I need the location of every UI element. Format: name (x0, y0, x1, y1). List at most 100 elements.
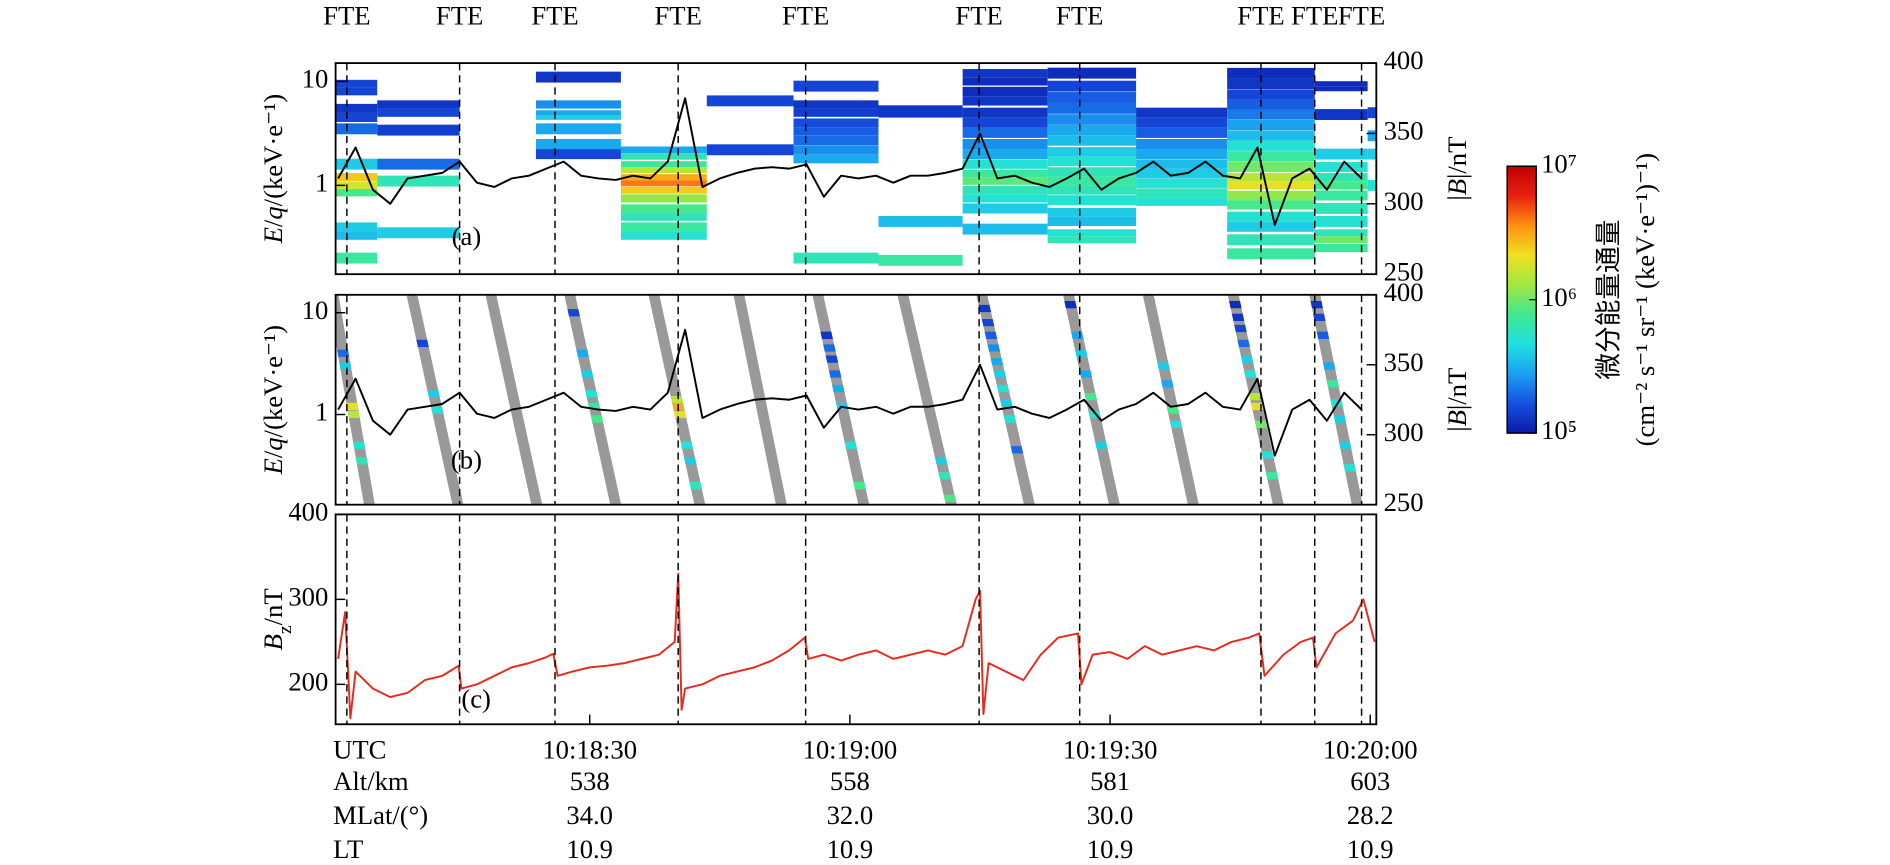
spectrogram-cell (962, 127, 1048, 138)
table-cell: 10.9 (827, 834, 874, 864)
spectrogram-cell (1314, 148, 1368, 160)
spectrogram-cell (793, 154, 879, 164)
panel-label: (c) (461, 683, 491, 713)
spectrogram-cell (793, 118, 879, 128)
y2-tick-label: 350 (1384, 116, 1424, 146)
sweep-cell (984, 331, 998, 339)
colorbar-label: (cm⁻² s⁻¹ sr⁻¹ (keV·e⁻¹)⁻¹) (1630, 153, 1660, 446)
axes-frame (334, 62, 1378, 276)
spectrogram-cell (1227, 151, 1315, 162)
axes-frame (334, 293, 1378, 506)
sweep-cell (823, 344, 836, 352)
spectrogram-cell (793, 135, 879, 146)
axis-label-part: | (1442, 426, 1472, 431)
table-cell: 558 (830, 766, 870, 796)
y-tick-label: 1 (315, 167, 328, 197)
sweep-cell (1326, 380, 1339, 388)
spectrogram-cell (962, 77, 1048, 86)
spectrogram-cell (620, 231, 707, 240)
spectrogram-cell (706, 95, 794, 107)
spectrogram-cell (1047, 176, 1137, 186)
y2-tick-label: 250 (1384, 256, 1424, 286)
sweep-cell (347, 410, 360, 419)
sweep-cell (999, 399, 1013, 407)
table-cell: 28.2 (1347, 800, 1394, 830)
axis-label-part: |/nT (1442, 137, 1472, 179)
sweep-track (564, 294, 622, 505)
spectrogram-cell (1047, 80, 1137, 92)
spectrogram-cell (1136, 178, 1228, 188)
spectrogram-cell (377, 100, 460, 109)
spectrogram-cell (535, 149, 621, 160)
y2-tick-label: 350 (1384, 347, 1424, 377)
spectrogram-cell (1227, 119, 1315, 131)
table-cell: 581 (1090, 766, 1130, 796)
spectrogram-cell (1367, 179, 1377, 191)
sweep-cell (1010, 446, 1024, 454)
spectrogram-cell (1047, 92, 1137, 103)
fte-label: FTE (1291, 0, 1338, 30)
sweep-cell (825, 355, 839, 363)
axis-label-part: z (275, 625, 296, 634)
spectrogram-cell (1047, 229, 1137, 237)
sweep-track (812, 294, 870, 505)
spectrogram-cell (377, 124, 460, 136)
spectrogram-cell (1136, 149, 1228, 160)
fte-label: FTE (1338, 0, 1385, 30)
spectrogram-cell (336, 252, 378, 264)
table-row-label: LT (333, 834, 363, 864)
spectrogram-cell (1227, 140, 1315, 151)
spectrogram-cell (1367, 130, 1377, 142)
spectrogram-cell (1047, 195, 1137, 206)
x-tick-label: 10:19:00 (803, 734, 898, 764)
sweep-cell (346, 402, 359, 411)
spectrogram-cell (1227, 109, 1315, 120)
sweep-cell (1003, 415, 1017, 423)
sweep-cell (416, 339, 429, 348)
spectrogram-cell (962, 186, 1048, 195)
spectrogram-cell (962, 177, 1048, 185)
spectrogram-cell (1047, 236, 1137, 244)
sweep-cell (580, 370, 594, 378)
sweep-cell (978, 304, 992, 313)
sweep-cell (1074, 349, 1088, 357)
spectrogram-cell (1047, 185, 1137, 195)
sweep-cell (943, 494, 957, 502)
sweep-cell (1254, 420, 1268, 429)
sweep-cell (853, 482, 866, 490)
sweep-cell (844, 441, 857, 449)
spectrogram-cell (1136, 197, 1228, 206)
spectrogram-cell (793, 100, 879, 109)
axis-label-part: / (258, 450, 288, 458)
data-line (337, 328, 1363, 457)
y-tick-label: 10 (302, 295, 329, 325)
sweep-cell (1084, 392, 1097, 401)
spectrogram-cell (962, 138, 1048, 150)
spectrogram-cell (620, 174, 707, 181)
axis-label-part: E (258, 227, 288, 244)
sweep-cell (673, 410, 687, 419)
spectrogram-cell (1314, 109, 1368, 121)
y-tick-label: 10 (302, 64, 329, 94)
data-line (337, 97, 1363, 226)
sweep-cell (1316, 331, 1330, 339)
sweep-cell (1231, 313, 1245, 322)
fte-label: FTE (531, 0, 578, 30)
axis-label-part: /nT (258, 588, 288, 625)
spectrogram-cell (1227, 130, 1315, 141)
spectrogram-cell (793, 108, 879, 117)
table-cell: 10.9 (1087, 834, 1134, 864)
y-tick-label: 1 (315, 397, 328, 427)
axis-label-part: /(keV·e⁻¹) (258, 325, 288, 437)
y-tick-label: 400 (288, 497, 328, 527)
spectrogram-cell (878, 111, 963, 118)
sweep-cell (828, 370, 842, 378)
sweep-cell (1095, 441, 1108, 449)
spectrogram-cell (1047, 124, 1137, 136)
spectrogram-cell (793, 127, 879, 136)
y-tick-label: 300 (288, 581, 328, 611)
spectrogram-cell (962, 194, 1048, 203)
axis-label-part: B (1442, 410, 1472, 426)
spectrogram-cell (620, 167, 707, 174)
spectrogram-cell (1136, 159, 1228, 169)
